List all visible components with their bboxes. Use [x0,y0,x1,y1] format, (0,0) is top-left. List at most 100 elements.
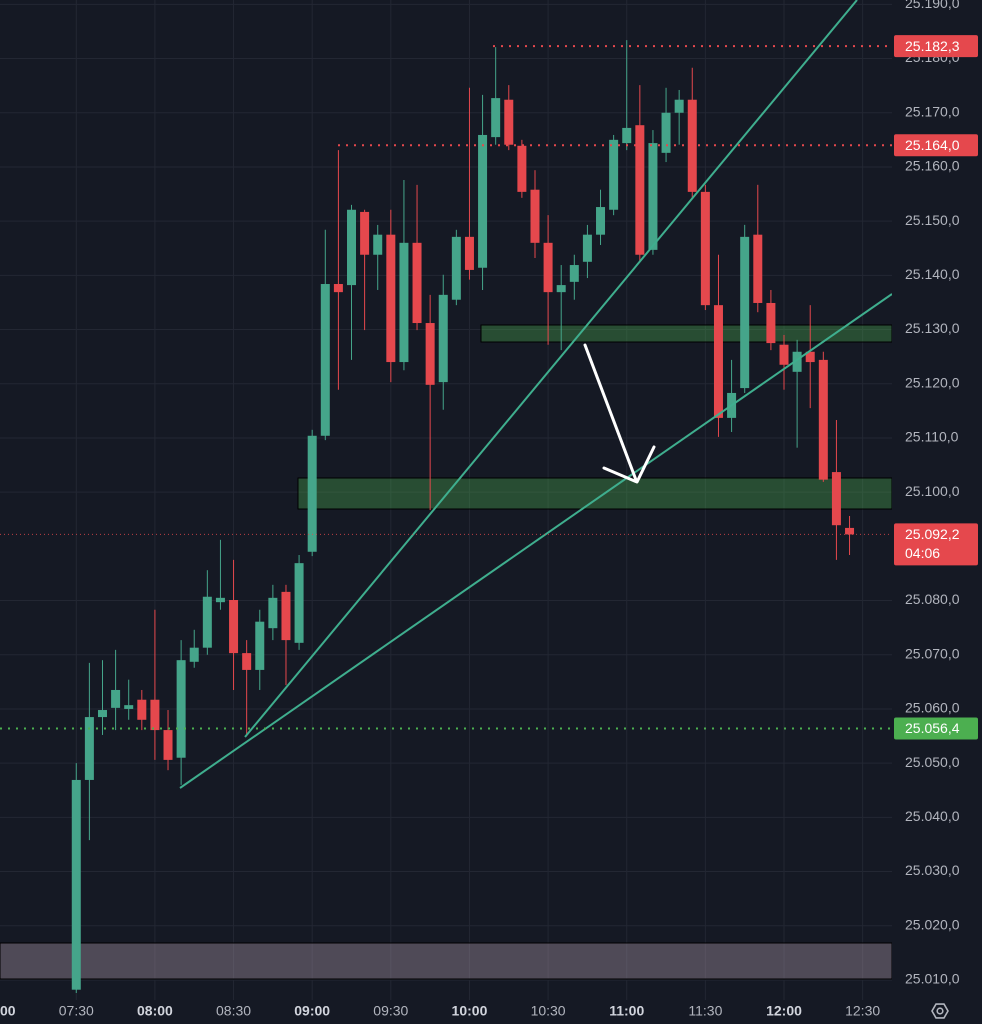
candle-body [582,234,592,262]
candle-body [268,597,278,629]
x-tick-label: 10:00 [452,1003,488,1019]
candle-body [320,284,330,436]
candle-body [530,189,540,243]
candle-body [202,596,212,648]
y-tick-label: 25.170,0 [905,103,960,119]
drawings-zones [0,324,892,980]
candle-body [451,236,461,300]
trend-line [179,293,892,789]
settings-icon-shape[interactable] [931,1003,949,1019]
price-label-box [894,523,978,566]
candle-body [294,563,304,643]
x-tick-label: 12:30 [845,1003,880,1019]
settings-icon[interactable] [931,1003,949,1019]
candle-body [137,699,147,720]
candle-body [307,435,317,552]
candle-body [648,143,658,250]
y-tick-label: 25.100,0 [905,483,960,499]
candle-body [189,647,199,662]
y-tick-label: 25.120,0 [905,374,960,390]
y-tick-label: 25.150,0 [905,212,960,228]
candle-body [373,234,383,255]
x-tick-label: 08:30 [216,1003,251,1019]
price-label-box [894,717,978,740]
price-label: 25.164,0 [905,137,960,153]
x-tick-label: 00 [0,1003,16,1019]
candle-body [596,207,606,235]
candle-body [97,710,107,718]
candle-body [661,112,671,153]
x-tick-label: 07:30 [59,1003,94,1019]
y-tick-label: 25.060,0 [905,700,960,716]
candle-body [818,359,828,480]
candle-body [517,145,527,192]
candle-body [71,779,81,990]
candle-body [779,344,789,365]
x-tick-label: 08:00 [137,1003,173,1019]
candle-body [622,127,632,144]
candle-body [333,284,343,293]
y-tick-label: 25.030,0 [905,862,960,878]
x-tick-label: 11:30 [688,1003,722,1019]
y-tick-label: 25.140,0 [905,266,960,282]
candle-body [845,527,855,535]
candle-body [412,242,422,324]
candle-body [176,660,186,758]
candle-body [569,265,579,282]
candle-body [713,305,723,418]
candle-body [805,351,815,363]
candle-body [792,351,802,372]
candle-body [111,689,121,708]
price-label-box [894,134,978,157]
zone [0,942,892,980]
candle-body [124,705,134,709]
arrow [583,343,638,482]
y-tick-label: 25.110,0 [905,429,959,445]
candle-body [215,597,225,603]
candle-body [753,234,763,303]
candle-body [255,621,265,670]
countdown-label: 04:06 [905,545,940,561]
candle-body [386,234,396,363]
y-tick-label: 25.010,0 [905,971,960,987]
candle-body [609,139,619,210]
plot-area [71,40,855,993]
candle-body [281,591,291,641]
candle-body [687,99,697,192]
price-label: 25.092,2 [905,526,960,542]
candle-body [740,236,750,389]
x-tick-label: 09:30 [373,1003,408,1019]
candle-body [491,98,501,138]
x-tick-label: 09:00 [294,1003,330,1019]
settings-icon-core[interactable] [936,1007,944,1015]
x-tick-label: 10:30 [531,1003,566,1019]
y-tick-label: 25.040,0 [905,808,960,824]
candle-body [150,699,160,731]
trend-line [244,0,858,738]
x-tick-label: 11:00 [609,1003,644,1019]
zone [480,324,892,343]
y-tick-label: 25.070,0 [905,645,960,661]
y-tick-label: 25.130,0 [905,320,960,336]
y-tick-label: 25.160,0 [905,158,960,174]
candle-body [674,99,684,113]
candle-body [229,600,239,654]
candle-body [556,285,566,293]
candle-body [425,323,435,385]
x-tick-label: 12:00 [766,1003,802,1019]
y-tick-label: 25.190,0 [905,0,960,11]
candle-body [635,125,645,255]
candle-body [478,134,488,268]
price-lines [0,45,892,730]
candle-body [504,99,514,145]
zone [297,477,892,510]
candle-body [360,211,370,255]
price-label-box [894,35,978,58]
candle-body [700,191,710,306]
candle-body [464,236,474,270]
y-tick-label: 25.020,0 [905,916,960,932]
candle-body [84,717,94,780]
